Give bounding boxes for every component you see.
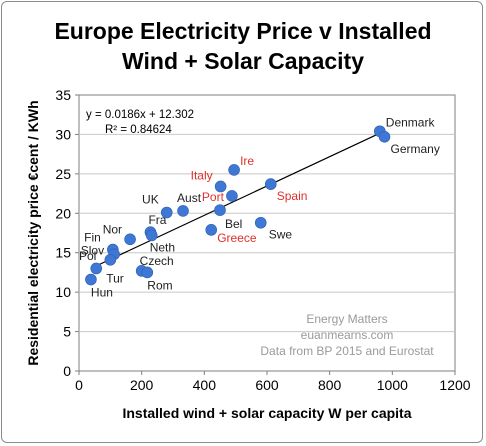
x-tick-label: 0 (75, 377, 83, 393)
point-label-greece: Greece (217, 231, 257, 245)
y-tick-label: 15 (55, 245, 71, 261)
point-label-rom: Rom (147, 278, 172, 292)
x-tick-label: 800 (318, 377, 342, 393)
data-point-pol (104, 254, 117, 266)
watermark: Energy Matters euanmearns.com Data from … (260, 312, 434, 358)
y-tick-label: 35 (55, 87, 71, 103)
y-tick-label: 5 (63, 324, 71, 340)
data-point-bel (214, 204, 226, 216)
trendline (91, 130, 385, 269)
watermark-line-1: Energy Matters (306, 312, 387, 326)
y-axis-label: Residential electricity price €cent / KW… (25, 100, 41, 365)
point-label-slov: Slov (81, 243, 104, 257)
point-label-fin: Fin (84, 231, 101, 245)
data-point-tur (90, 262, 103, 275)
data-point-italy (214, 180, 227, 193)
x-axis-label: Installed wind + solar capacity W per ca… (122, 405, 411, 421)
gridlines (79, 133, 455, 333)
data-point-hun (85, 273, 97, 286)
point-label-swe: Swe (269, 228, 293, 242)
data-point-spain (264, 178, 277, 190)
x-tick-label: 1000 (377, 377, 408, 393)
y-tick-label: 0 (63, 363, 71, 379)
r-squared-label: R² = 0.84624 (105, 124, 172, 136)
point-label-nor: Nor (103, 222, 122, 236)
chart-title-line-2: Wind + Solar Capacity (122, 48, 364, 74)
data-point-ire (228, 164, 240, 176)
watermark-line-2: euanmearns.com (301, 328, 394, 342)
point-label-denmark: Denmark (386, 115, 436, 129)
point-label-aust: Aust (177, 191, 202, 205)
data-point-swe (254, 216, 267, 229)
x-tick-label: 600 (255, 377, 279, 393)
data-point-germany (378, 130, 391, 143)
data-point-neth (145, 229, 158, 242)
watermark-line-3: Data from BP 2015 and Eurostat (260, 344, 434, 358)
point-label-neth: Neth (150, 240, 175, 254)
point-label-tur: Tur (106, 271, 124, 285)
y-tick-label: 30 (55, 126, 71, 142)
point-label-uk: UK (142, 192, 159, 206)
point-label-ire: Ire (240, 154, 254, 168)
point-label-port: Port (202, 190, 225, 204)
trendline-equation: y = 0.0186x + 12.302 (86, 109, 194, 121)
point-label-bel: Bel (225, 217, 242, 231)
data-point-rom (141, 266, 154, 279)
y-tick-label: 10 (55, 284, 71, 300)
point-label-fra: Fra (148, 213, 166, 227)
point-label-spain: Spain (277, 189, 308, 203)
point-label-pol: Pol (79, 249, 96, 263)
point-label-hun: Hun (91, 286, 113, 300)
data-point-labels: Denmark Germany Ire Italy Spain Port UK Aust Bel… (79, 115, 440, 299)
y-tick-label: 20 (55, 205, 71, 221)
y-tick-label: 25 (55, 166, 71, 182)
trendline-group (91, 130, 385, 269)
data-point-uk (160, 206, 173, 219)
data-points (85, 125, 391, 286)
point-label-germany: Germany (391, 142, 440, 156)
chart-title-line-1: Europe Electricity Price v Installed (54, 18, 432, 44)
data-point-port (226, 190, 238, 202)
axes (75, 94, 456, 375)
x-tick-label: 200 (130, 377, 154, 393)
plot-area (78, 94, 456, 372)
x-tick-label: 1200 (439, 377, 470, 393)
data-point-aust (177, 205, 189, 217)
point-label-italy: Italy (191, 168, 213, 182)
x-tick-label: 400 (193, 377, 217, 393)
point-label-czech: Czech (140, 254, 174, 268)
data-point-nor (124, 233, 136, 246)
data-point-greece (205, 224, 218, 236)
tick-labels: 0 5 10 15 20 25 30 35 0 200 400 600 800 1000 1200 (55, 87, 470, 393)
